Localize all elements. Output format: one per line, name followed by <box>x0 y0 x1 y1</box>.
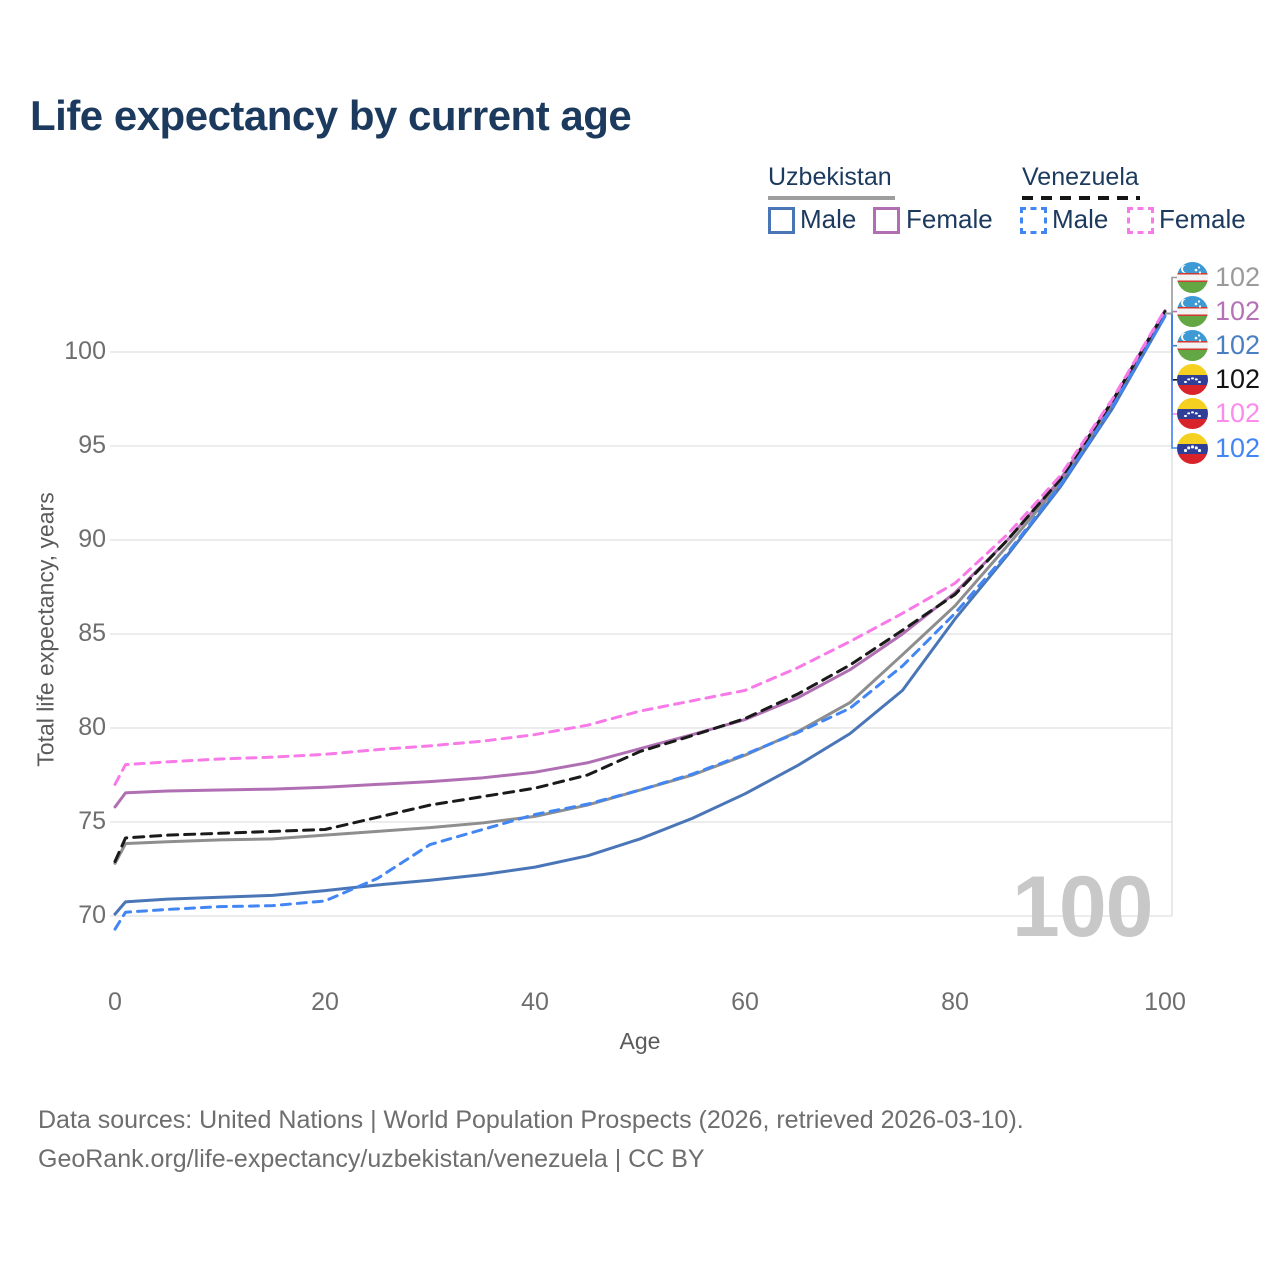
series-line-uzbekistan-total[interactable] <box>113 311 1167 865</box>
endpoint-value-label: 102 <box>1215 364 1261 395</box>
series-line-venezuela-total[interactable] <box>113 310 1167 863</box>
venezuela-flag-icon <box>1177 398 1208 430</box>
y-tick-label: 70 <box>78 901 106 929</box>
data-sources-note: Data sources: United Nations | World Pop… <box>38 1106 1024 1134</box>
endpoint-value-label: 102 <box>1215 398 1261 429</box>
series-line-venezuela-male[interactable] <box>113 314 1167 931</box>
series-line-venezuela-female[interactable] <box>113 308 1167 786</box>
legend-label-uzbekistan-male[interactable]: Male <box>800 204 857 234</box>
legend-label-venezuela-female[interactable]: Female <box>1159 204 1246 234</box>
endpoint-connector <box>1165 310 1177 315</box>
venezuela-flag-icon <box>1177 364 1208 396</box>
uzbekistan-flag-icon <box>1177 330 1208 362</box>
venezuela-flag-icon <box>1177 432 1208 464</box>
uzbekistan-flag-icon <box>1177 296 1208 328</box>
endpoint-row-uzbekistan-total[interactable]: 102 <box>1177 262 1260 293</box>
endpoint-value-label: 102 <box>1215 330 1261 361</box>
legend-swatch-uzbekistan-female[interactable] <box>873 207 900 234</box>
age-watermark: 100 <box>1012 859 1153 955</box>
endpoint-row-uzbekistan-male[interactable]: 102 <box>1177 330 1261 362</box>
legend-label-venezuela-male[interactable]: Male <box>1052 204 1109 234</box>
y-tick-label: 95 <box>78 431 106 459</box>
uzbekistan-flag-icon <box>1177 262 1208 293</box>
x-tick-label: 0 <box>108 988 122 1016</box>
endpoint-row-venezuela-female[interactable]: 102 <box>1177 398 1261 430</box>
x-tick-label: 100 <box>1144 988 1186 1016</box>
x-tick-label: 60 <box>731 988 759 1016</box>
series-line-uzbekistan-male[interactable] <box>113 314 1167 916</box>
legend-group-uzbekistan[interactable]: Uzbekistan <box>768 163 892 191</box>
endpoint-connector <box>1165 312 1177 347</box>
endpoint-value-label: 102 <box>1215 296 1261 327</box>
endpoint-row-venezuela-male[interactable]: 102 <box>1177 432 1261 464</box>
endpoint-value-label: 102 <box>1215 262 1261 292</box>
legend-swatch-uzbekistan-male[interactable] <box>768 207 795 234</box>
series-line-uzbekistan-female[interactable] <box>113 309 1167 809</box>
page-title: Life expectancy by current age <box>30 92 632 139</box>
y-tick-label: 90 <box>78 525 106 553</box>
x-axis-title: Age <box>619 1028 661 1054</box>
legend-uzbekistan-solid-keyline <box>768 196 895 200</box>
endpoint-connector <box>1165 312 1177 381</box>
x-tick-label: 40 <box>521 988 549 1016</box>
legend-swatch-venezuela-male[interactable] <box>1020 207 1047 234</box>
endpoint-connector <box>1165 312 1177 449</box>
legend-label-uzbekistan-female[interactable]: Female <box>906 204 993 234</box>
y-tick-label: 80 <box>78 713 106 741</box>
y-tick-label: 100 <box>64 337 106 365</box>
endpoint-row-venezuela-total[interactable]: 102 <box>1177 364 1261 396</box>
x-tick-label: 20 <box>311 988 339 1016</box>
endpoint-connector <box>1165 312 1177 415</box>
y-tick-label: 75 <box>78 807 106 835</box>
endpoint-row-uzbekistan-female[interactable]: 102 <box>1177 296 1261 328</box>
legend-swatch-venezuela-female[interactable] <box>1127 207 1154 234</box>
legend-group-venezuela[interactable]: Venezuela <box>1022 163 1139 191</box>
y-axis-title: Total life expectancy, years <box>32 492 59 767</box>
endpoint-connector <box>1165 276 1177 315</box>
endpoint-value-label: 102 <box>1215 432 1261 463</box>
y-tick-label: 85 <box>78 619 106 647</box>
legend-venezuela-dashed-keyline <box>1022 196 1140 200</box>
x-tick-label: 80 <box>941 988 969 1016</box>
attribution-note: GeoRank.org/life-expectancy/uzbekistan/v… <box>38 1145 705 1173</box>
